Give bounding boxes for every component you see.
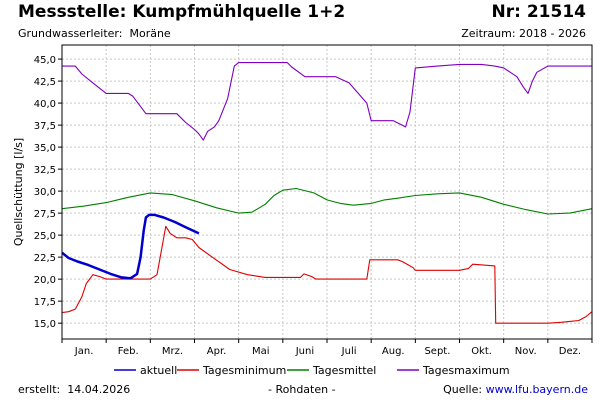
x-tick-label: Jan. [74,346,94,357]
y-tick-label: 45,0 [34,55,56,66]
x-tick-label: Mrz. [162,346,183,357]
legend-label-minimum: Tagesminimum [202,364,286,377]
legend-label-mittel: Tagesmittel [312,364,376,377]
series-layer [61,62,593,324]
x-tick-label: Juli [341,346,357,357]
source-label: Quelle: [443,383,483,396]
y-tick-label: 22,5 [34,253,56,264]
y-tick-label: 25,0 [34,231,56,242]
x-tick-label: Juni [295,346,314,357]
created-date: 14.04.2026 [67,383,131,396]
x-tick-label: Aug. [382,346,405,357]
series-line-mittel [61,187,593,215]
created-label: erstellt: [18,383,61,396]
x-tick-label: Dez. [559,346,581,357]
x-tick-label: Mai [252,346,270,357]
aquifer-value: Moräne [129,27,171,40]
aquifer-info: Grundwasserleiter: Moräne [18,27,171,40]
y-tick-label: 35,0 [34,143,56,154]
series-line-aktuell [61,213,200,280]
grid-layer [62,45,592,339]
y-tick-label: 32,5 [34,165,56,176]
y-tick-label: 30,0 [34,187,56,198]
aquifer-label: Grundwasserleiter: [18,27,123,40]
source-info: Quelle: www.lfu.bayern.de [443,383,588,396]
legend-label-aktuell: aktuell [140,364,177,377]
y-tick-label: 17,5 [34,297,56,308]
x-tick-label: Okt. [471,346,492,357]
y-axis-label: Quellschüttung [l/s] [12,138,25,246]
y-tick-label: 40,0 [34,99,56,110]
x-tick-label: Nov. [515,346,537,357]
y-tick-label: 27,5 [34,209,56,220]
period-label: Zeitraum: 2018 - 2026 [461,27,586,40]
legend: aktuell Tagesminimum Tagesmittel Tagesmaxim… [114,364,510,377]
y-tick-label: 42,5 [34,77,56,88]
raw-data-note: - Rohdaten - [268,383,336,396]
x-tick-label: Feb. [118,346,139,357]
y-tick-label: 20,0 [34,275,56,286]
axis-layer: 15,0 17,5 20,0 22,5 25,0 27,5 30,0 32,5 35,0 37,5… [34,55,593,357]
created-info: erstellt: 14.04.2026 [18,383,130,396]
x-tick-label: Apr. [207,346,227,357]
source-link[interactable]: www.lfu.bayern.de [485,383,588,396]
station-number: Nr: 21514 [491,2,586,22]
series-line-maximum [62,62,592,141]
legend-label-maximum: Tagesmaximum [422,364,510,377]
station-title: Messstelle: Kumpfmühlquelle 1+2 [18,2,346,22]
x-tick-label: Sept. [424,346,450,357]
y-tick-label: 37,5 [34,121,56,132]
series-line-minimum [61,225,593,324]
y-tick-label: 15,0 [34,319,56,330]
